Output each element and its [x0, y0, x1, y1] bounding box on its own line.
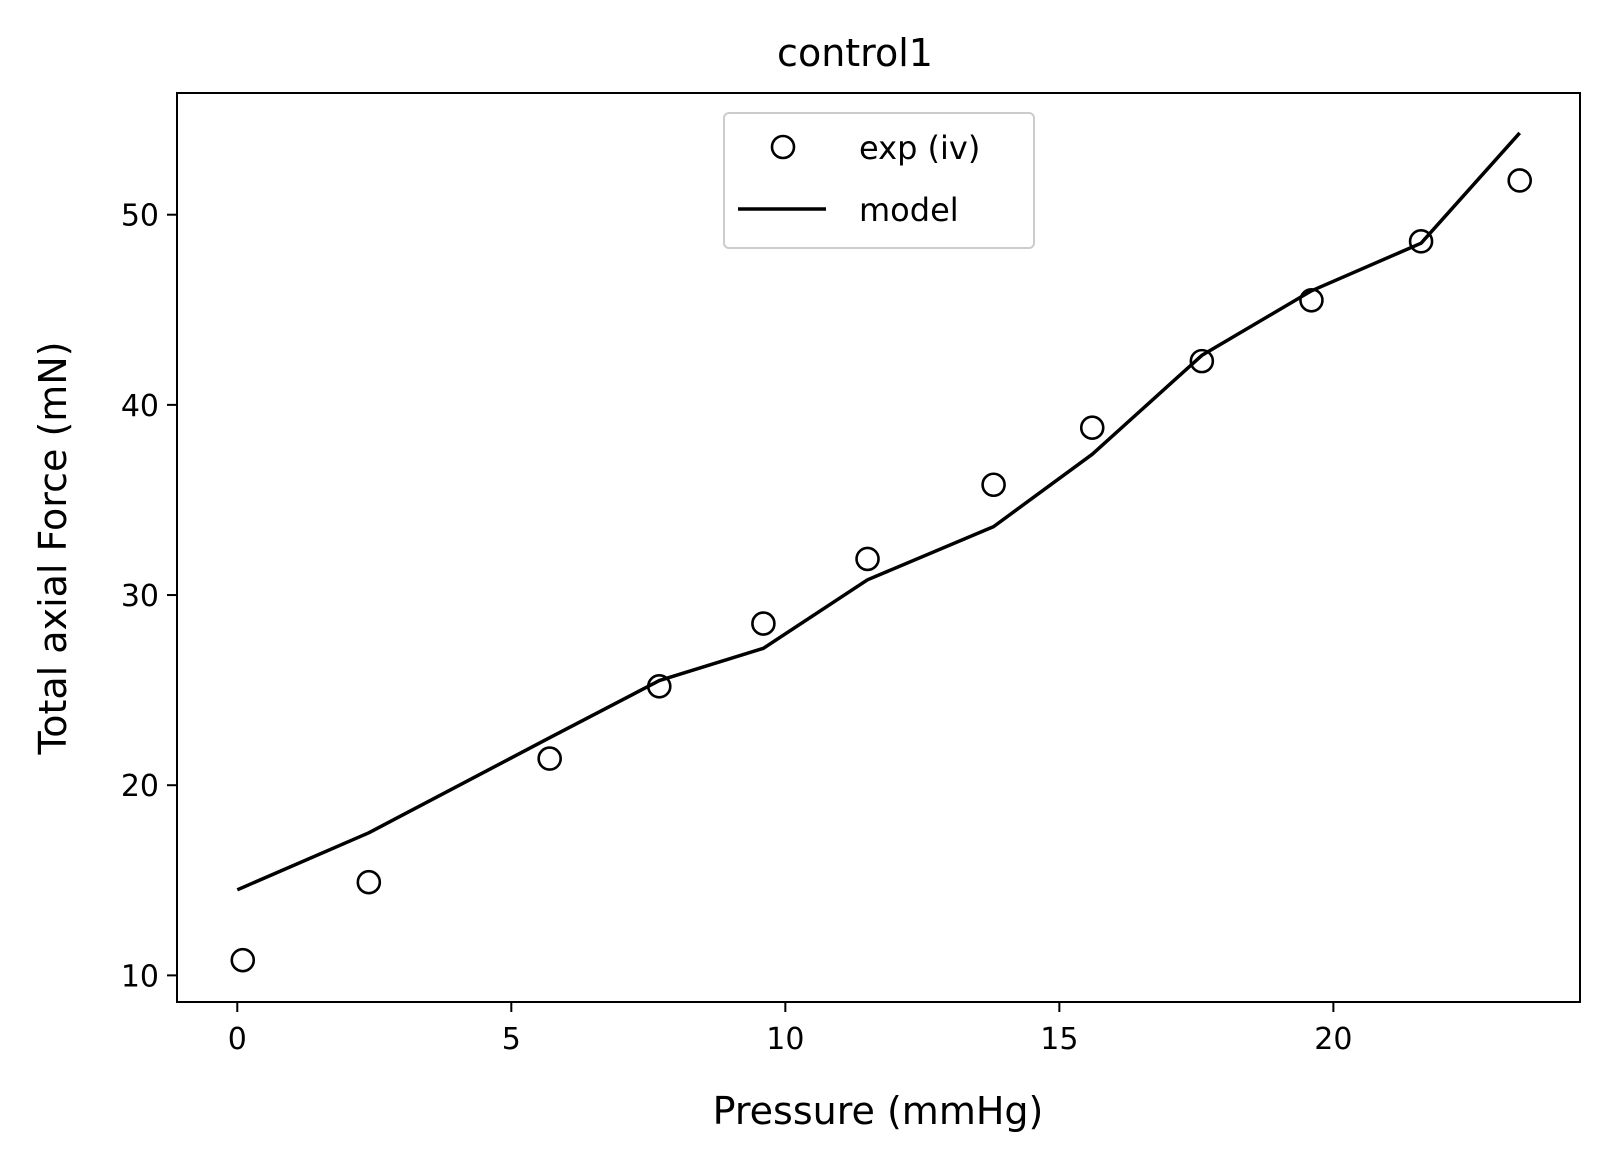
- x-tick-label: 10: [766, 1022, 804, 1057]
- chart-title: control1: [777, 31, 933, 75]
- exp-data-point: [356, 869, 382, 895]
- x-tick-label: 0: [228, 1022, 247, 1057]
- y-tick-label: 50: [121, 199, 159, 234]
- x-axis: 0 5 10 15 20: [228, 1002, 1352, 1057]
- exp-data-point: [1189, 348, 1215, 374]
- y-tick-label: 30: [121, 579, 159, 614]
- x-tick-label: 15: [1040, 1022, 1078, 1057]
- y-axis: 10 20 30 40 50: [121, 199, 177, 994]
- exp-data-point: [1507, 168, 1533, 193]
- exp-data-point: [855, 546, 880, 572]
- exp-data-point: [646, 674, 672, 699]
- y-tick-label: 20: [121, 769, 159, 804]
- legend-label-exp: exp (iv): [859, 129, 980, 167]
- model-line: [236, 131, 1522, 892]
- y-tick-label: 10: [121, 959, 159, 994]
- legend-frame: [723, 112, 1035, 249]
- x-tick-label: 5: [502, 1022, 521, 1057]
- exp-data-point: [1079, 415, 1105, 440]
- legend-label-model: model: [859, 191, 959, 229]
- exp-data-point: [751, 611, 776, 636]
- exp-data-point: [1408, 229, 1434, 254]
- legend: exp (iv) model: [723, 112, 1035, 249]
- x-axis-label: Pressure (mmHg): [713, 1089, 1044, 1133]
- exp-data-point: [537, 746, 562, 771]
- x-tick-label: 20: [1314, 1022, 1352, 1057]
- exp-data-point: [981, 472, 1006, 498]
- exp-data-point: [1299, 287, 1324, 313]
- legend-marker-exp: [770, 134, 796, 160]
- plot-frame: [176, 92, 1581, 1003]
- plot-layer: [230, 131, 1533, 973]
- exp-data-point: [230, 947, 256, 973]
- y-tick-label: 40: [121, 389, 159, 424]
- y-axis-label: Total axial Force (mN): [31, 341, 75, 755]
